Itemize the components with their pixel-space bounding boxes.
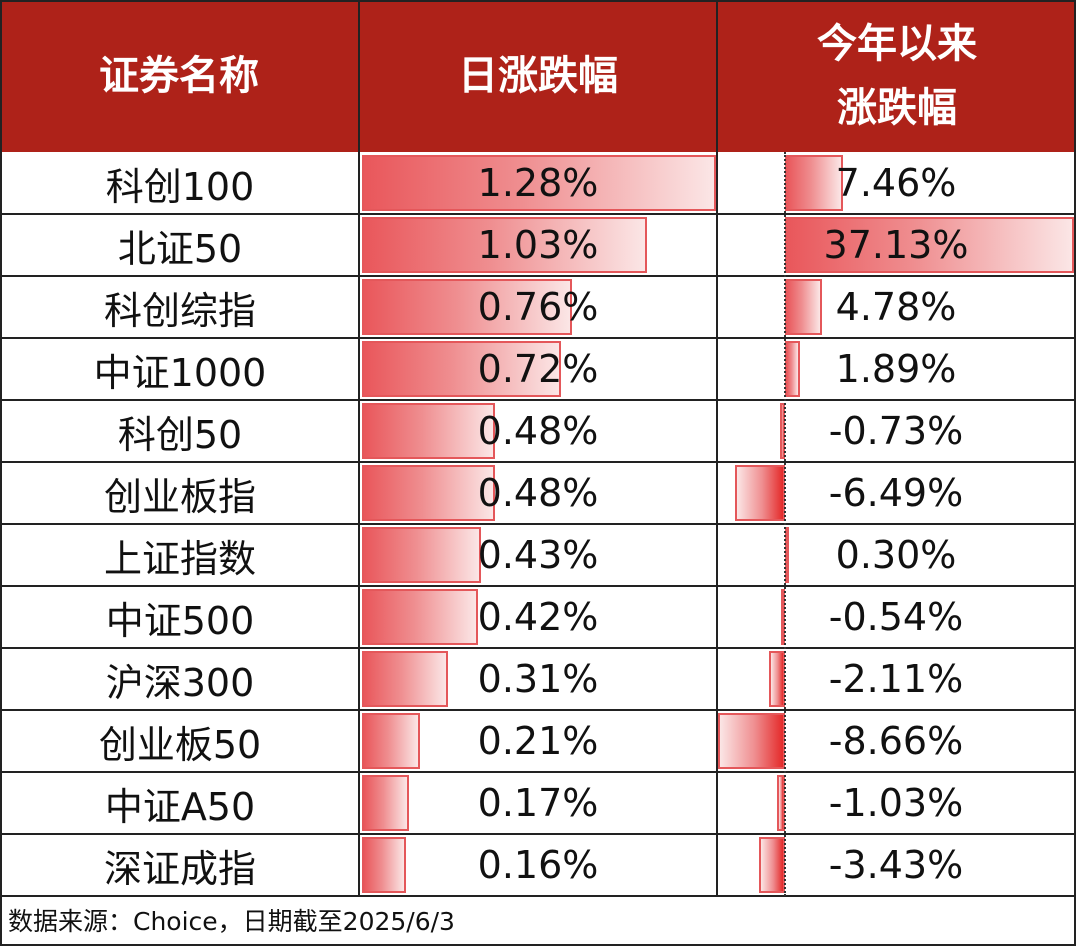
ytd-change-value: 0.30% [835, 533, 957, 577]
table-row: 中证500 0.42% -0.54% [0, 586, 1076, 648]
row-divider [0, 585, 1076, 587]
security-name: 深证成指 [103, 846, 256, 891]
table-row: 创业板指 0.48% -6.49% [0, 462, 1076, 524]
ytd-change-value: 37.13% [823, 223, 969, 267]
row-divider [0, 709, 1076, 711]
table-row: 北证50 1.03% 37.13% [0, 214, 1076, 276]
header-daily-label: 日涨跌幅 [458, 53, 618, 99]
security-name: 中证1000 [93, 350, 267, 395]
source-note: 数据来源：Choice，日期截至2025/6/3 [8, 907, 455, 936]
daily-change-value: 1.28% [477, 161, 599, 205]
daily-change-bar [362, 527, 481, 583]
ytd-change-bar [777, 775, 786, 831]
security-name: 科创100 [105, 164, 255, 209]
daily-change-value: 0.16% [477, 843, 599, 887]
ytd-change-bar [758, 837, 786, 893]
ytd-change-bar [785, 217, 1074, 273]
table-row: 上证指数 0.43% 0.30% [0, 524, 1076, 586]
header-ytd-label-line2: 涨跌幅 [837, 85, 957, 131]
row-divider [0, 461, 1076, 463]
daily-change-bar [362, 279, 573, 335]
ytd-change-value: -2.11% [828, 657, 964, 701]
table-row: 沪深300 0.31% -2.11% [0, 648, 1076, 710]
header-name: 证券名称 [0, 0, 358, 152]
row-divider [0, 833, 1076, 835]
ytd-change-value: 7.46% [835, 161, 957, 205]
header-ytd-label-line1: 今年以来 [817, 21, 977, 67]
daily-change-value: 0.48% [477, 409, 599, 453]
ytd-change-bar [785, 527, 790, 583]
header-divider [358, 0, 360, 152]
daily-change-bar [362, 589, 479, 645]
table-row: 中证A50 0.17% -1.03% [0, 772, 1076, 834]
header-ytd: 今年以来 涨跌幅 [718, 0, 1076, 152]
column-divider [358, 152, 360, 896]
security-name: 科创综指 [103, 288, 256, 333]
daily-change-value: 0.31% [477, 657, 599, 701]
row-divider [0, 275, 1076, 277]
header-divider [716, 0, 718, 152]
table-row: 科创100 1.28% 7.46% [0, 152, 1076, 214]
ytd-change-bar [785, 279, 823, 335]
daily-change-bar [362, 651, 448, 707]
ytd-change-value: -1.03% [828, 781, 964, 825]
daily-change-bar [362, 465, 495, 521]
daily-change-value: 0.21% [477, 719, 599, 763]
row-divider [0, 647, 1076, 649]
daily-change-value: 0.48% [477, 471, 599, 515]
daily-change-bar [362, 341, 562, 397]
security-name: 创业板50 [98, 722, 262, 767]
table-row: 深证成指 0.16% -3.43% [0, 834, 1076, 896]
ytd-zero-axis [784, 152, 787, 896]
daily-change-value: 0.43% [477, 533, 599, 577]
ytd-change-bar [734, 465, 786, 521]
security-name: 北证50 [117, 226, 243, 271]
table-row: 创业板50 0.21% -8.66% [0, 710, 1076, 772]
daily-change-bar [362, 837, 407, 893]
security-name: 中证500 [105, 598, 255, 643]
daily-change-bar [362, 713, 421, 769]
ytd-change-value: -8.66% [828, 719, 964, 763]
column-divider [716, 152, 718, 896]
daily-change-bar [362, 217, 647, 273]
ytd-change-value: 4.78% [835, 285, 957, 329]
security-name: 沪深300 [105, 660, 255, 705]
table-row: 科创综指 0.76% 4.78% [0, 276, 1076, 338]
ytd-change-bar [768, 651, 786, 707]
header-daily: 日涨跌幅 [360, 0, 716, 152]
daily-change-value: 0.17% [477, 781, 599, 825]
ytd-change-value: -0.54% [828, 595, 964, 639]
row-divider [0, 895, 1076, 897]
security-name: 创业板指 [103, 474, 256, 519]
daily-change-bar [362, 403, 495, 459]
row-divider [0, 337, 1076, 339]
daily-change-bar [362, 155, 716, 211]
row-divider [0, 399, 1076, 401]
daily-change-value: 0.72% [477, 347, 599, 391]
row-divider [0, 771, 1076, 773]
daily-change-value: 0.42% [477, 595, 599, 639]
ytd-change-value: -0.73% [828, 409, 964, 453]
header-name-label: 证券名称 [99, 53, 259, 99]
security-name: 科创50 [117, 412, 243, 457]
daily-change-value: 1.03% [477, 223, 599, 267]
daily-change-bar [362, 775, 410, 831]
row-divider [0, 523, 1076, 525]
daily-change-value: 0.76% [477, 285, 599, 329]
ytd-change-value: -6.49% [828, 471, 964, 515]
security-name: 中证A50 [104, 784, 256, 829]
ytd-change-bar [785, 155, 844, 211]
ytd-change-bar [718, 713, 786, 769]
row-divider [0, 213, 1076, 215]
table-row: 中证1000 0.72% 1.89% [0, 338, 1076, 400]
ytd-change-bar [781, 589, 786, 645]
ytd-change-value: -3.43% [828, 843, 964, 887]
table-row: 科创50 0.48% -0.73% [0, 400, 1076, 462]
security-name: 上证指数 [103, 536, 256, 581]
ytd-change-value: 1.89% [835, 347, 957, 391]
